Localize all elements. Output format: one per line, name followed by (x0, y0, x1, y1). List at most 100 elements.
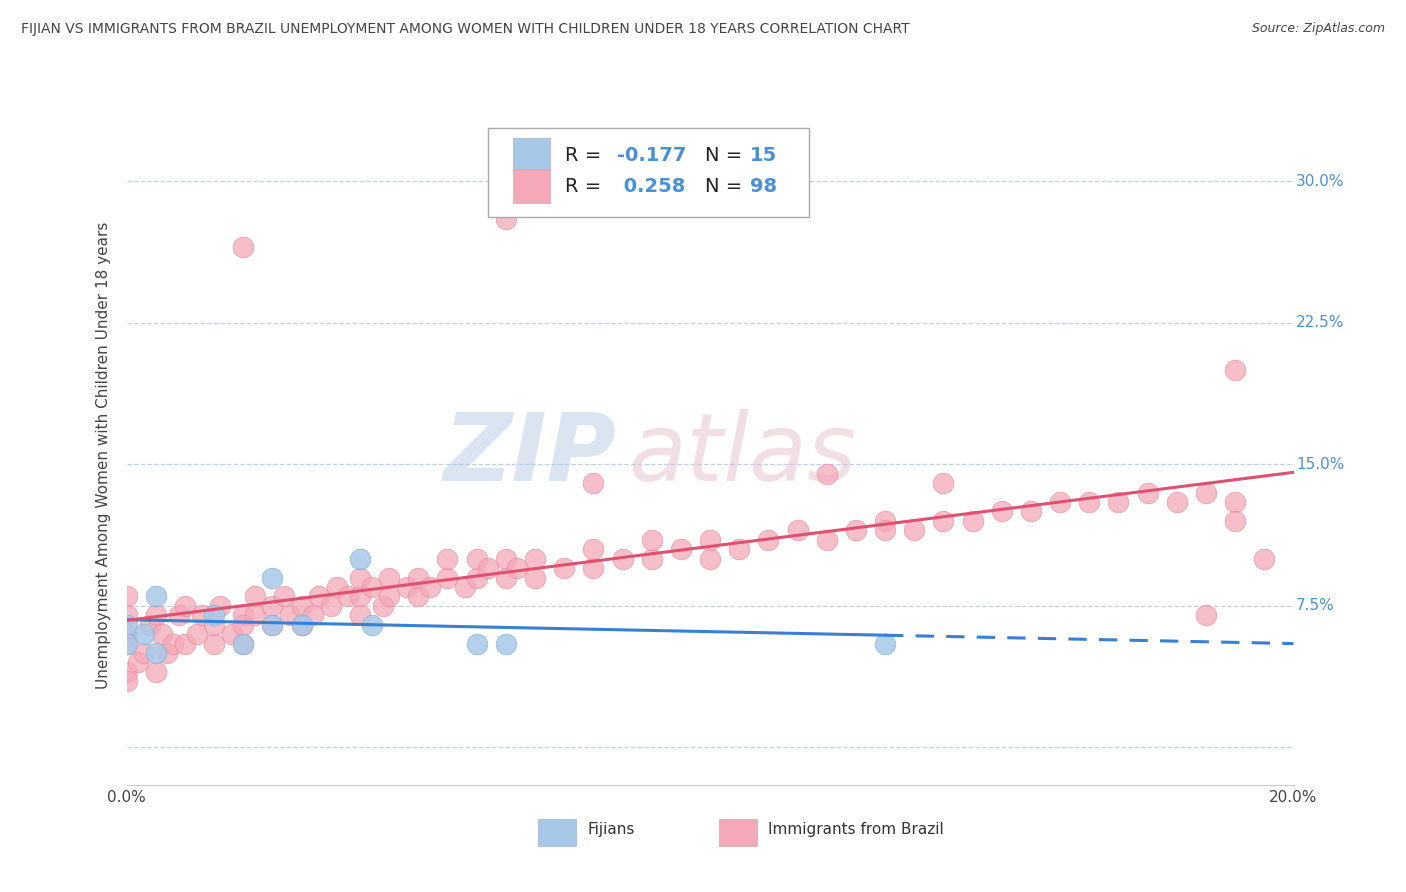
Point (1049, 495, 1071, 509)
Point (495, 570, 517, 584)
Point (243, 608, 266, 623)
Point (202, 636, 225, 650)
Point (132, 646, 155, 660)
Point (465, 570, 488, 584)
Text: atlas: atlas (628, 409, 856, 500)
Point (962, 514, 984, 528)
Point (699, 551, 721, 566)
Point (454, 580, 477, 594)
Point (132, 627, 155, 641)
Point (349, 608, 371, 623)
Point (232, 617, 254, 632)
Point (232, 636, 254, 650)
Point (669, 542, 692, 557)
Point (349, 590, 371, 604)
Point (1195, 608, 1218, 623)
Point (262, 617, 284, 632)
Point (349, 551, 371, 566)
Point (1166, 495, 1188, 509)
Point (262, 570, 284, 584)
Point (640, 551, 664, 566)
Point (1136, 485, 1159, 500)
Point (495, 551, 517, 566)
Point (145, 590, 167, 604)
Point (1078, 495, 1101, 509)
Point (1108, 495, 1130, 509)
Point (232, 636, 254, 650)
Point (875, 524, 897, 538)
Point (115, 627, 138, 641)
Point (1223, 514, 1246, 528)
Text: Source: ZipAtlas.com: Source: ZipAtlas.com (1251, 22, 1385, 36)
Point (319, 599, 342, 613)
Point (243, 590, 266, 604)
Text: R =: R = (565, 177, 607, 195)
Point (167, 608, 190, 623)
Point (337, 590, 360, 604)
Point (115, 674, 138, 689)
Point (786, 524, 808, 538)
Text: FIJIAN VS IMMIGRANTS FROM BRAZIL UNEMPLOYMENT AMONG WOMEN WITH CHILDREN UNDER 18: FIJIAN VS IMMIGRANTS FROM BRAZIL UNEMPLO… (21, 22, 910, 37)
Point (202, 617, 225, 632)
Point (115, 608, 138, 623)
Point (232, 608, 254, 623)
Point (495, 636, 517, 650)
Point (506, 561, 529, 575)
Text: 98: 98 (749, 177, 778, 195)
Point (477, 561, 499, 575)
FancyBboxPatch shape (513, 138, 550, 172)
Point (349, 570, 371, 584)
Text: 7.5%: 7.5% (1296, 599, 1334, 614)
Point (728, 542, 751, 557)
Point (932, 514, 955, 528)
Point (419, 580, 441, 594)
Point (1253, 551, 1275, 566)
Point (262, 599, 284, 613)
Point (308, 590, 330, 604)
Point (302, 608, 325, 623)
Point (156, 646, 179, 660)
Point (174, 636, 197, 650)
Point (232, 240, 254, 254)
Point (612, 551, 634, 566)
Point (408, 570, 430, 584)
Point (845, 524, 868, 538)
Y-axis label: Unemployment Among Women with Children Under 18 years: Unemployment Among Women with Children U… (96, 221, 111, 689)
Point (221, 627, 243, 641)
Point (360, 617, 382, 632)
Point (932, 476, 955, 491)
Point (115, 590, 138, 604)
Point (208, 599, 231, 613)
Text: 15: 15 (749, 145, 778, 165)
Point (582, 561, 605, 575)
FancyBboxPatch shape (513, 169, 550, 203)
Text: R =: R = (565, 145, 607, 165)
Point (582, 542, 605, 557)
Point (436, 551, 458, 566)
Point (875, 636, 897, 650)
Text: 22.5%: 22.5% (1296, 316, 1344, 330)
Text: Immigrants from Brazil: Immigrants from Brazil (768, 822, 945, 838)
Point (325, 580, 347, 594)
Point (465, 551, 488, 566)
FancyBboxPatch shape (538, 819, 576, 846)
Point (495, 212, 517, 227)
Text: -0.177: -0.177 (617, 145, 686, 165)
Point (378, 590, 401, 604)
Point (990, 504, 1012, 518)
Point (875, 514, 897, 528)
Point (162, 636, 184, 650)
Point (903, 524, 925, 538)
Point (262, 617, 284, 632)
Point (127, 656, 149, 670)
Point (145, 646, 167, 660)
Point (395, 580, 418, 594)
Point (186, 627, 208, 641)
Point (115, 636, 138, 650)
Point (139, 617, 162, 632)
Point (290, 617, 312, 632)
Point (1019, 504, 1042, 518)
Point (202, 608, 225, 623)
FancyBboxPatch shape (488, 128, 810, 218)
Point (373, 599, 395, 613)
